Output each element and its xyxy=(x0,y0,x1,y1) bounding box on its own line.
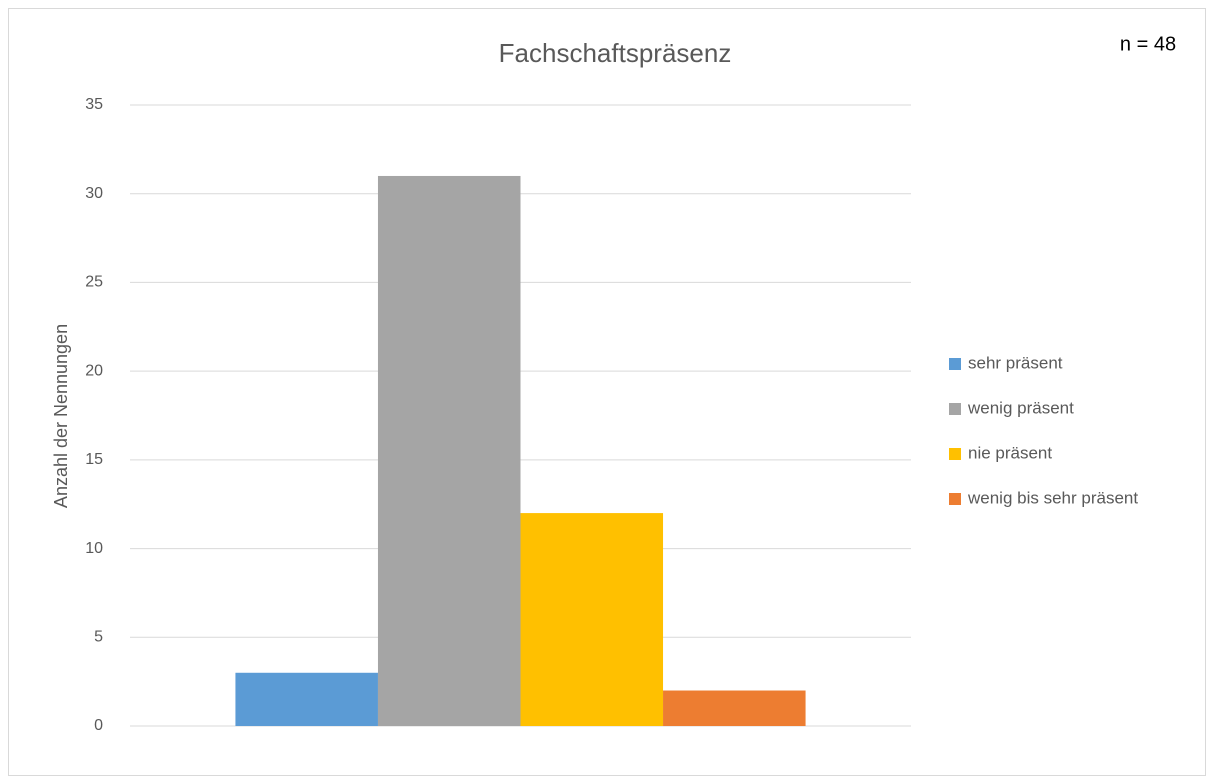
y-tick-label: 30 xyxy=(85,185,103,202)
legend-swatch xyxy=(949,493,961,505)
bar xyxy=(235,672,378,726)
legend-label: wenig präsent xyxy=(967,398,1074,417)
y-tick-label: 5 xyxy=(94,629,103,646)
y-tick-label: 15 xyxy=(85,451,103,468)
bar xyxy=(663,690,806,726)
legend-label: wenig bis sehr präsent xyxy=(967,488,1138,507)
legend-label: sehr präsent xyxy=(968,353,1063,372)
y-tick-label: 10 xyxy=(85,540,103,557)
legend-swatch xyxy=(949,403,961,415)
legend-swatch xyxy=(949,358,961,370)
chart-title: Fachschaftspräsenz xyxy=(499,38,732,68)
legend-label: nie präsent xyxy=(968,443,1052,462)
y-tick-label: 25 xyxy=(85,274,103,291)
y-tick-label: 0 xyxy=(94,717,103,734)
y-axis-label: Anzahl der Nennungen xyxy=(51,324,71,508)
y-tick-label: 35 xyxy=(85,96,103,113)
annotation: n = 48 xyxy=(1120,33,1176,55)
y-tick-label: 20 xyxy=(85,362,103,379)
bar xyxy=(377,175,521,726)
bar xyxy=(520,513,664,726)
legend-swatch xyxy=(949,448,961,460)
